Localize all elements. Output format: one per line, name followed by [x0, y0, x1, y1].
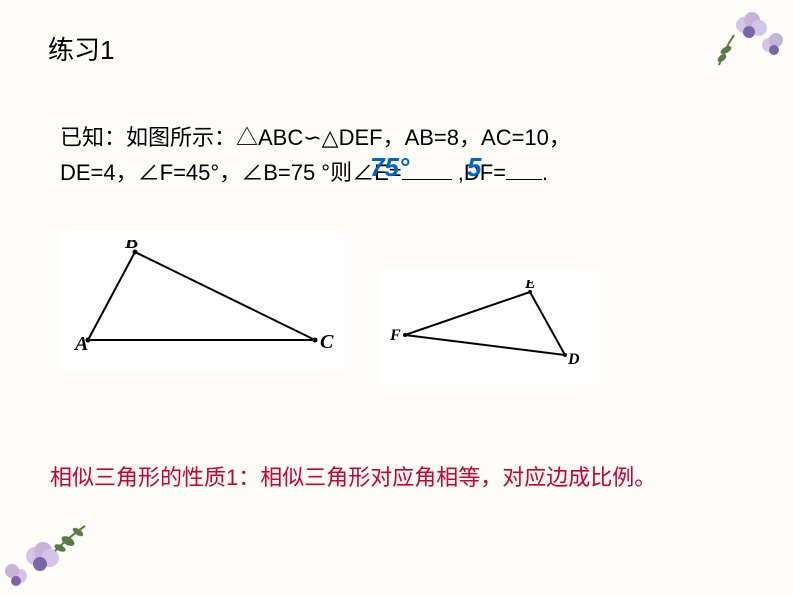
vertex-c-label: C	[320, 331, 334, 353]
exercise-title: 练习1	[48, 30, 114, 67]
vertex-e-label: E	[524, 280, 536, 292]
triangle-def: D E F	[380, 270, 600, 385]
decorative-flowers-top-icon	[674, 0, 794, 80]
problem-line2-prefix: DE=4，∠F=45°，∠B=75 °则∠E=	[60, 160, 402, 185]
decorative-flowers-bottom-icon	[0, 496, 140, 596]
answer-df: 5	[467, 152, 481, 183]
property-statement: 相似三角形的性质1：相似三角形对应角相等，对应边成比例。	[50, 460, 656, 492]
vertex-b-label: B	[124, 240, 138, 253]
vertex-d-label: D	[567, 351, 580, 368]
problem-line1: 已知：如图所示：△ABC∽△DEF，AB=8，AC=10，	[60, 125, 571, 150]
answer-angle-e: 75°	[370, 152, 409, 183]
triangle-abc: A B C	[60, 230, 345, 370]
vertex-a-label: A	[73, 333, 88, 355]
vertex-f-label: F	[390, 327, 401, 344]
problem-line2-end: .	[542, 160, 548, 185]
blank-df	[506, 179, 542, 180]
